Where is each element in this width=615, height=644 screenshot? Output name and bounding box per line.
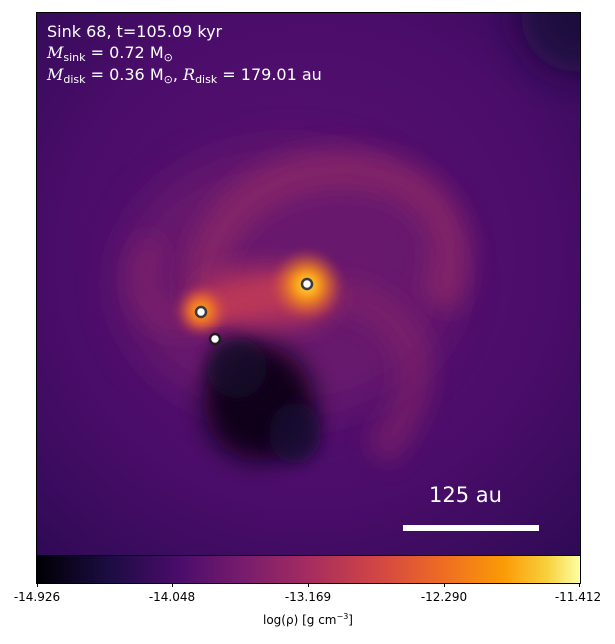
colorbar-label: log(ρ) [g cm−3] (263, 612, 353, 627)
colorbar-tick (579, 583, 580, 587)
scale-bar (403, 525, 539, 531)
colorbar-tick (444, 583, 445, 587)
colorbar-label-exponent: −3 (336, 612, 349, 621)
disk-mass-unit: ⊙ (163, 73, 173, 86)
sink-mass-symbol: M (47, 43, 64, 62)
spiral-arm-lower (332, 276, 432, 466)
colorbar-tick-label: -11.412 (554, 590, 602, 604)
sink-mass-unit: ⊙ (163, 51, 173, 64)
colorbar-tick-label: -13.169 (284, 590, 332, 604)
colorbar-tick-label: -14.926 (13, 590, 61, 604)
sink-mass-text: Msink = 0.72 M⊙ (47, 43, 173, 68)
low-density-cavity-lobe (269, 403, 321, 463)
colorbar-label-close: ] (348, 613, 353, 627)
low-density-cavity-tail (207, 338, 267, 398)
disk-info-text: Mdisk = 0.36 M⊙, Rdisk = 179.01 au (47, 65, 322, 90)
sink-time-text: Sink 68, t=105.09 kyr (47, 22, 223, 41)
colorbar-tick (308, 583, 309, 587)
annotation-separator: , (172, 65, 184, 84)
colorbar-label-main: log(ρ) [g cm (263, 613, 337, 627)
low-density-corner (520, 13, 580, 73)
disk-radius-symbol: R (183, 65, 196, 84)
disk-radius-subscript: disk (195, 73, 218, 86)
sink-info-text: Sink 68, t=105.09 kyr (47, 22, 222, 42)
disk-mass-symbol: M (47, 65, 64, 84)
scale-bar-label: 125 au (429, 483, 502, 507)
colorbar-tick-label: -14.048 (148, 590, 196, 604)
colorbar-tick (37, 583, 38, 587)
sink-mass-value: = 0.72 M (85, 43, 164, 62)
sink-marker-3 (208, 332, 222, 346)
sink-marker-2 (194, 305, 208, 319)
disk-mass-subscript: disk (63, 73, 86, 86)
spiral-arm-upper (184, 149, 471, 317)
sink-mass-subscript: sink (63, 51, 86, 64)
disk-radius-value: = 179.01 au (217, 65, 322, 84)
sink-marker-1 (300, 277, 314, 291)
disk-mass-value: = 0.36 M (85, 65, 164, 84)
density-map-image (37, 13, 580, 556)
colorbar-tick-label: -12.290 (420, 590, 468, 604)
colorbar-tick (172, 583, 173, 587)
colorbar (36, 555, 581, 584)
density-plot: Sink 68, t=105.09 kyr Msink = 0.72 M⊙ Md… (36, 12, 581, 557)
